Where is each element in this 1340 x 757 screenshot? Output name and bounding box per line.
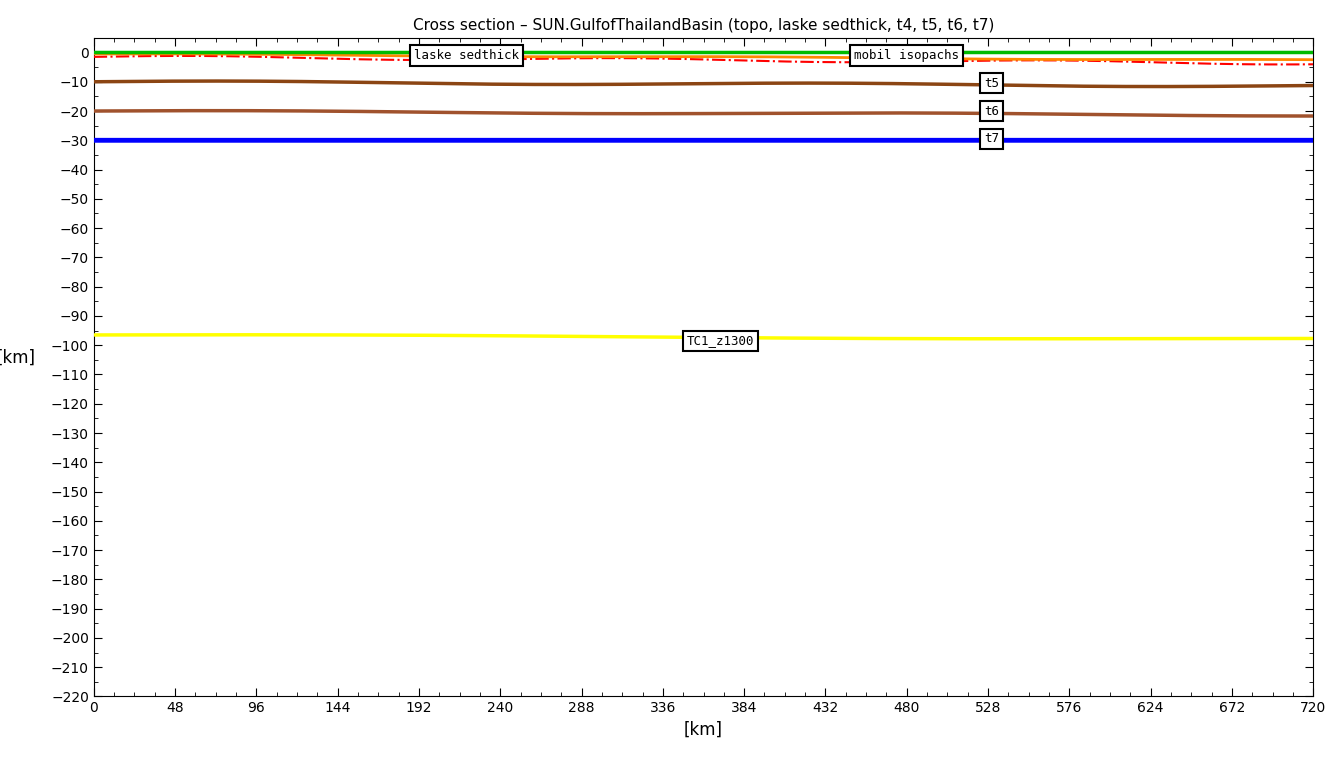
X-axis label: [km]: [km] — [683, 721, 724, 739]
Text: TC1_z1300: TC1_z1300 — [686, 335, 754, 347]
Title: Cross section – SUN.GulfofThailandBasin (topo, laske sedthick, t4, t5, t6, t7): Cross section – SUN.GulfofThailandBasin … — [413, 17, 994, 33]
Text: t7: t7 — [984, 132, 998, 145]
Text: t6: t6 — [984, 104, 998, 117]
Text: laske sedthick: laske sedthick — [414, 49, 519, 62]
Y-axis label: [km]: [km] — [0, 349, 36, 367]
Text: t5: t5 — [984, 76, 998, 90]
Text: mobil isopachs: mobil isopachs — [854, 49, 959, 62]
